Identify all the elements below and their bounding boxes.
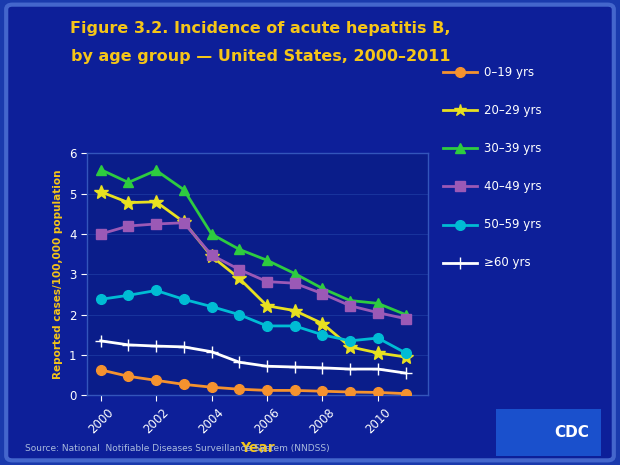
Text: 40–49 yrs: 40–49 yrs: [484, 180, 541, 193]
Text: 20–29 yrs: 20–29 yrs: [484, 104, 541, 117]
Text: by age group — United States, 2000–2011: by age group — United States, 2000–2011: [71, 49, 450, 64]
Text: 50–59 yrs: 50–59 yrs: [484, 218, 541, 231]
Text: Figure 3.2. Incidence of acute hepatitis B,: Figure 3.2. Incidence of acute hepatitis…: [70, 21, 451, 36]
Text: CDC: CDC: [554, 425, 589, 440]
FancyBboxPatch shape: [6, 5, 614, 460]
Text: ≥60 yrs: ≥60 yrs: [484, 256, 530, 269]
X-axis label: Year: Year: [240, 441, 275, 455]
Y-axis label: Reported cases/100,000 population: Reported cases/100,000 population: [53, 170, 63, 379]
Text: 30–39 yrs: 30–39 yrs: [484, 142, 541, 155]
Text: 0–19 yrs: 0–19 yrs: [484, 66, 534, 79]
Text: Source: National  Notifiable Diseases Surveillance System (NNDSS): Source: National Notifiable Diseases Sur…: [25, 445, 329, 453]
FancyBboxPatch shape: [491, 407, 607, 458]
